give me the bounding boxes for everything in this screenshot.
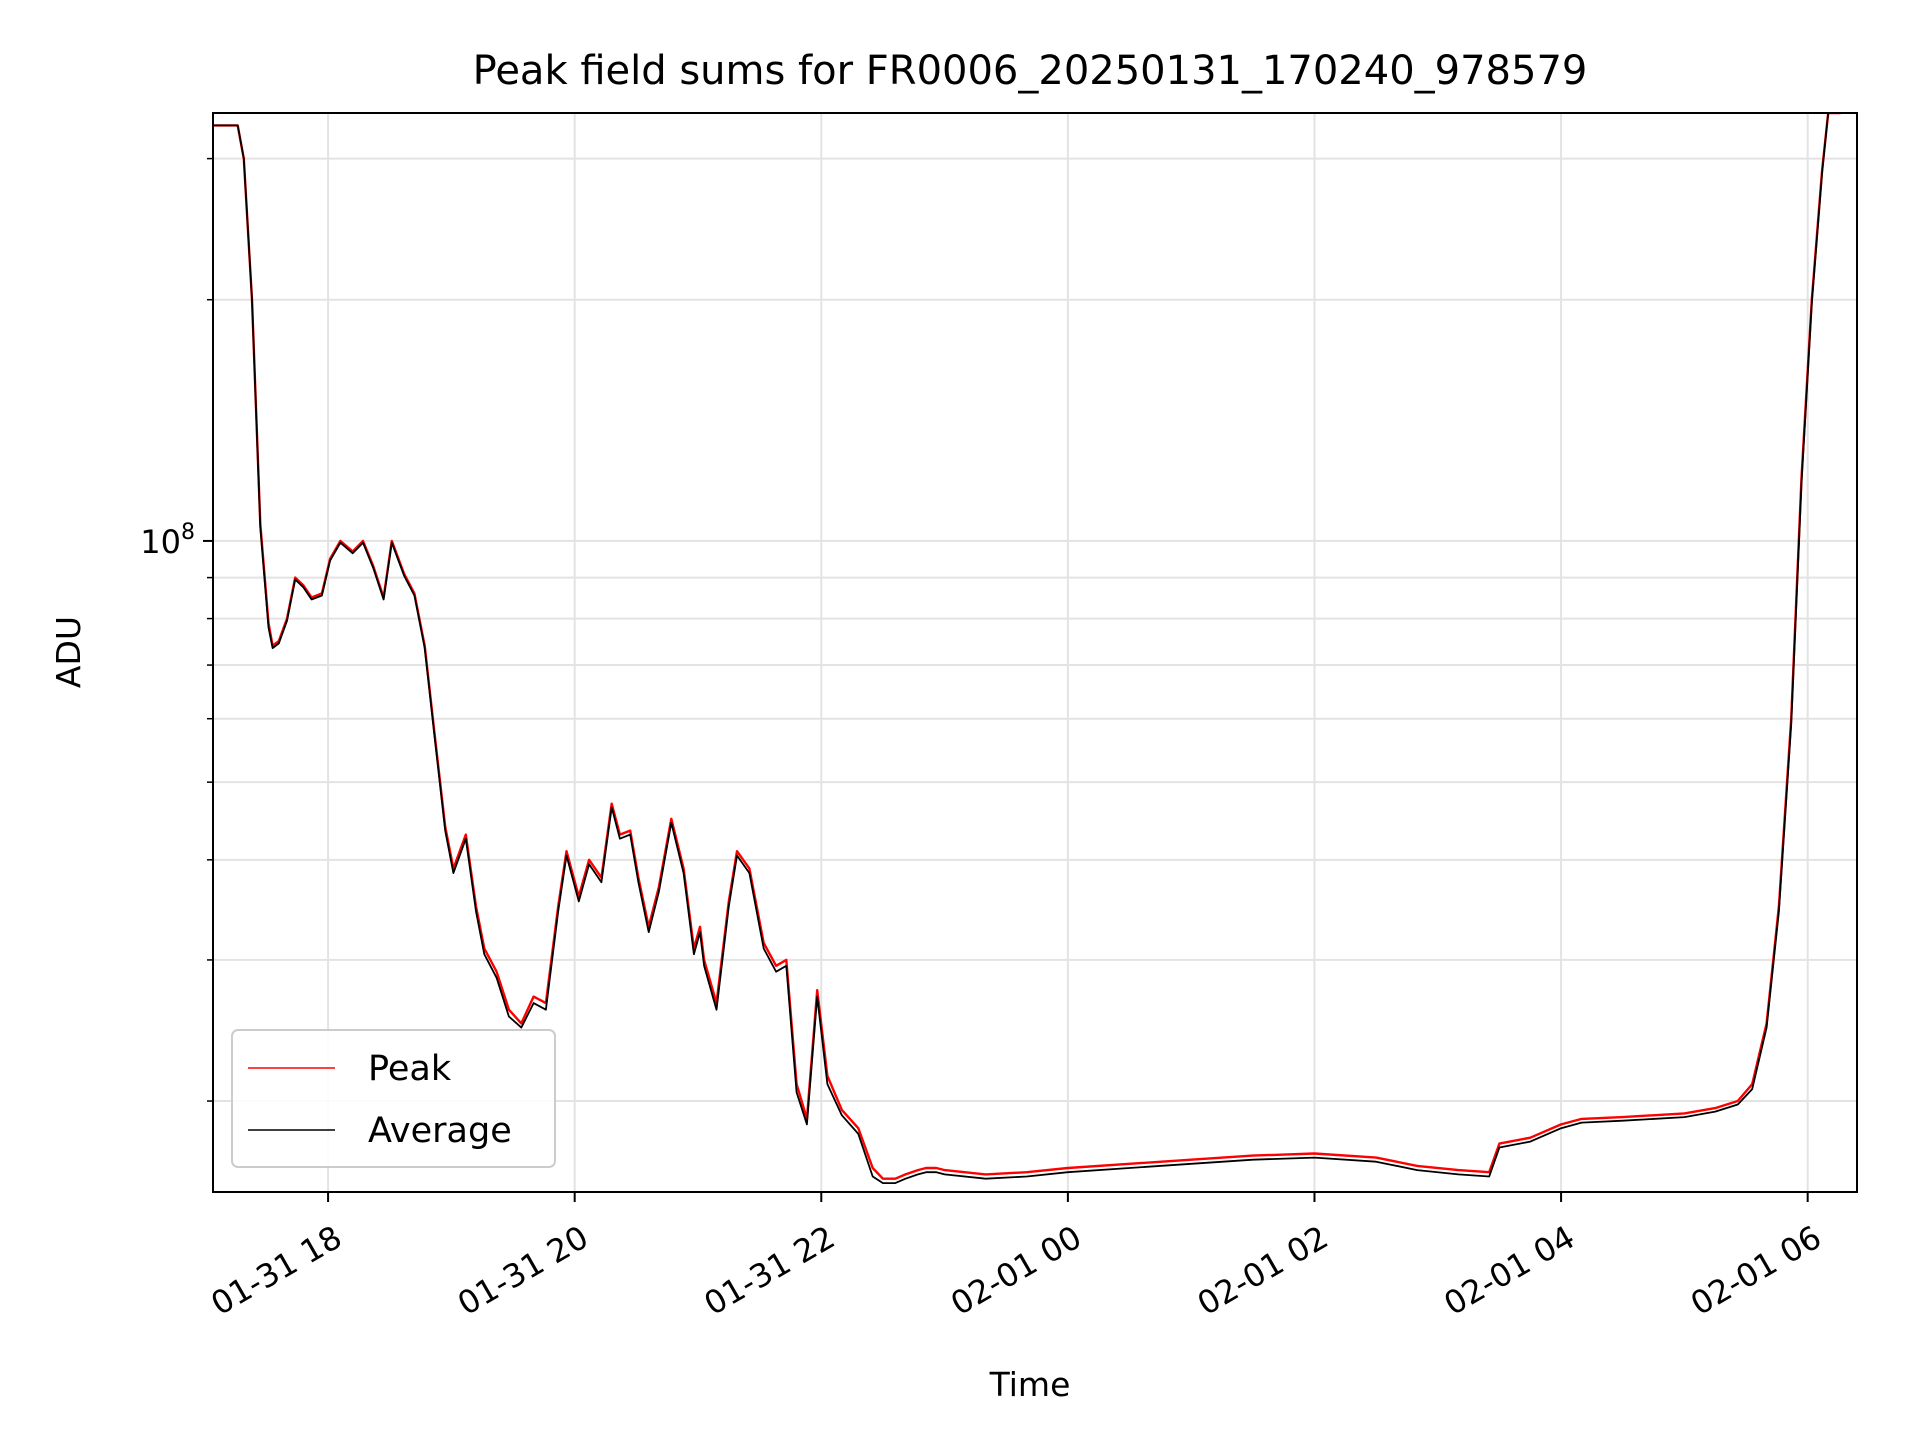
grid: [213, 113, 1857, 1192]
plot-frame: [212, 112, 1858, 1193]
series-lines: [213, 113, 1841, 1184]
legend-label-peak: Peak: [368, 1049, 452, 1089]
chart-title: Peak field sums for FR0006_20250131_1702…: [473, 48, 1588, 94]
y-tick-label: 108: [140, 520, 195, 561]
legend-box: [231, 1029, 556, 1168]
x-axis-label: Time: [989, 1365, 1071, 1404]
legend: Peak Average: [231, 1029, 556, 1168]
legend-label-average: Average: [368, 1111, 512, 1151]
series-line-average: [213, 113, 1841, 1184]
y-axis-label: ADU: [49, 616, 88, 688]
